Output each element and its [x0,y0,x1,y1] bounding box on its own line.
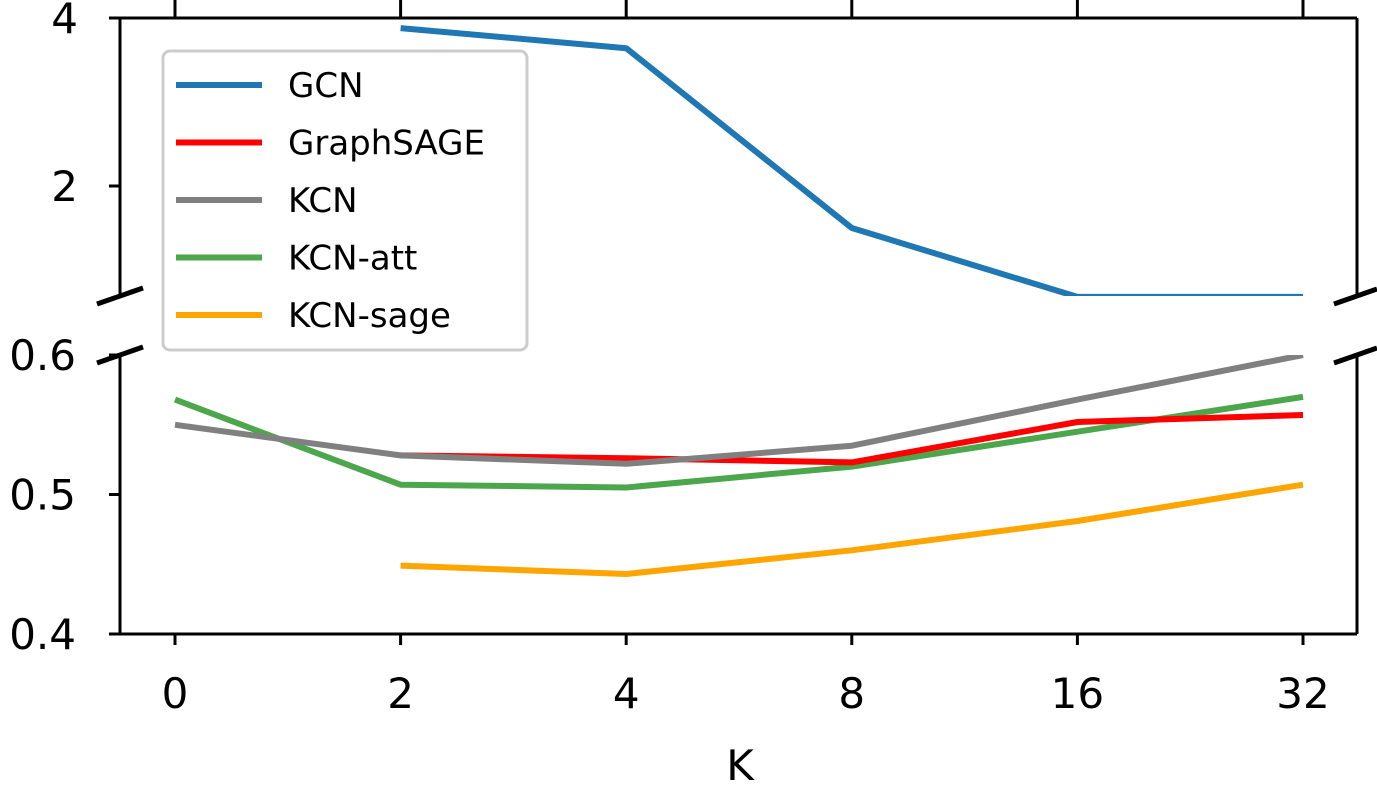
x-tick-label: 16 [1051,669,1104,718]
x-ticks: 0 2 4 8 16 32 [162,634,1330,718]
series-line-kcn-att-lower [173,393,1304,491]
x-tick-label: 32 [1276,669,1329,718]
y-tick-label: 0.4 [9,610,76,659]
y-tick-label: 0.6 [9,331,76,380]
series-line-kcn-sage-lower [400,481,1304,577]
y-tick-label: 0.5 [9,471,76,520]
legend: GCN GraphSAGE KCN KCN-att KCN-sage [161,49,529,352]
legend-label-graphsage: GraphSAGE [288,124,485,164]
lower-y-ticks: 0.6 0.5 0.4 [9,331,120,659]
legend-label-kcn: KCN [288,181,358,221]
upper-series [400,25,1303,316]
top-x-ticks [173,0,1305,18]
series-line-gcn-upper [400,25,1303,296]
y-tick-label: 4 [51,0,78,43]
break-mark [96,285,144,307]
series-line-kcn-sage-upper [401,311,1303,316]
y-tick-label: 2 [51,162,78,211]
break-mark [1333,345,1377,366]
break-mark [1333,286,1377,307]
x-tick-label: 4 [613,669,640,718]
series-line-graphsage-upper [401,307,1303,310]
legend-entries: GCN GraphSAGE KCN KCN-att KCN-sage [176,66,485,336]
x-axis-label: K [726,741,755,790]
legend-box [161,49,529,352]
lower-series [173,0,1304,577]
series-layer [173,0,1304,577]
upper-panel [118,16,1359,296]
legend-label-kcn-sage: KCN-sage [288,296,451,336]
lower-panel [118,355,1359,636]
series-line-graphsage-lower [400,412,1304,466]
series-line-gcn-lower [401,0,1303,243]
x-tick-label: 8 [838,669,865,718]
upper-y-ticks: 42 [51,0,120,211]
legend-label-kcn-att: KCN-att [288,239,417,279]
x-tick-label: 2 [387,669,414,718]
legend-label-gcn: GCN [288,66,364,106]
series-line-kcn-lower [174,355,1304,467]
x-tick-label: 0 [162,669,189,718]
